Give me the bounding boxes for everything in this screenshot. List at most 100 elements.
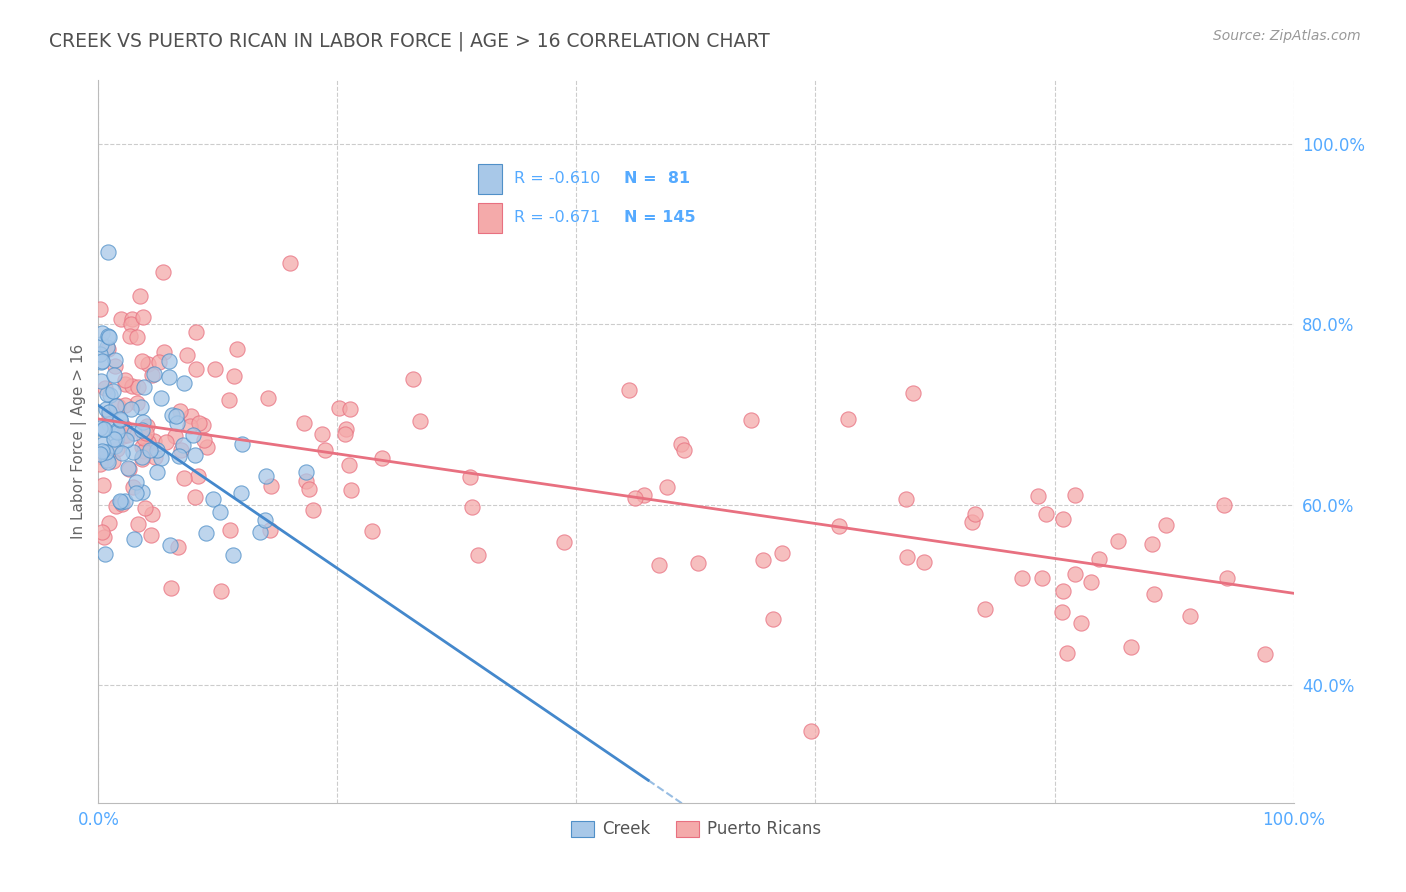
Point (141, 368, 163, 383)
Point (98, 388, 121, 402)
Point (98, 408, 121, 422)
Point (159, 538, 181, 552)
Text: CREEK VS PUERTO RICAN IN LABOR FORCE | AGE > 16 CORRELATION CHART: CREEK VS PUERTO RICAN IN LABOR FORCE | A… (49, 31, 770, 51)
Point (202, 492, 225, 507)
Point (89, 346, 111, 360)
Point (1064, 488, 1087, 502)
Point (221, 548, 243, 562)
Point (1216, 571, 1239, 585)
Point (115, 433, 138, 447)
Point (688, 556, 710, 570)
Point (672, 443, 695, 458)
Point (183, 428, 205, 442)
Point (409, 414, 432, 428)
Point (104, 353, 127, 368)
Point (328, 401, 350, 416)
Point (193, 433, 215, 447)
Point (209, 505, 232, 519)
Point (149, 391, 172, 405)
Point (141, 508, 163, 522)
Point (1154, 517, 1177, 532)
Point (165, 429, 187, 443)
Point (148, 354, 170, 368)
Point (131, 401, 153, 415)
Point (127, 380, 149, 394)
Point (1011, 570, 1033, 584)
Point (1107, 534, 1129, 549)
Point (169, 403, 191, 417)
Point (894, 491, 917, 506)
Point (173, 376, 195, 390)
Point (553, 535, 575, 549)
Point (104, 500, 127, 514)
Point (179, 418, 201, 433)
Point (97, 405, 120, 419)
Point (90, 355, 112, 369)
Point (93, 422, 115, 436)
Point (117, 461, 139, 475)
Point (108, 413, 131, 427)
Point (157, 354, 180, 368)
Point (335, 422, 357, 436)
Point (249, 524, 271, 539)
Point (160, 409, 183, 423)
Point (117, 461, 139, 475)
Point (111, 445, 134, 459)
Point (1121, 640, 1143, 654)
Point (467, 548, 489, 562)
Point (94, 381, 117, 395)
Point (104, 432, 127, 446)
Point (128, 289, 150, 303)
Point (120, 317, 142, 331)
Point (1213, 498, 1236, 512)
Point (1254, 647, 1277, 661)
Point (152, 265, 174, 279)
Point (90, 337, 112, 351)
Point (121, 480, 143, 494)
Point (97, 455, 120, 469)
Point (166, 541, 188, 555)
Point (96, 340, 118, 354)
Point (110, 497, 132, 511)
Point (90, 374, 112, 388)
Point (105, 442, 128, 456)
Point (94, 445, 117, 459)
Point (89, 447, 111, 461)
Point (170, 442, 193, 457)
Point (131, 423, 153, 437)
Point (131, 440, 153, 454)
Point (132, 415, 155, 429)
Point (669, 437, 692, 451)
Point (98, 330, 121, 344)
Point (139, 442, 162, 457)
Point (101, 453, 124, 467)
Point (295, 474, 318, 488)
Point (458, 470, 481, 484)
Point (1026, 489, 1049, 503)
Point (97, 516, 120, 530)
Point (91, 525, 114, 540)
Point (105, 399, 128, 413)
Point (180, 409, 202, 424)
Point (114, 373, 136, 387)
Point (184, 491, 207, 505)
Point (112, 420, 135, 434)
Point (167, 450, 190, 464)
Point (110, 311, 132, 326)
Point (311, 427, 333, 442)
Point (1070, 616, 1092, 631)
Point (963, 507, 986, 521)
Point (125, 396, 148, 410)
Point (91, 444, 114, 458)
Point (186, 325, 208, 339)
Point (134, 500, 156, 515)
Point (901, 386, 924, 401)
Point (111, 429, 134, 443)
Point (173, 471, 195, 485)
Point (96, 387, 118, 401)
Point (1142, 537, 1164, 551)
Point (1087, 551, 1109, 566)
Point (204, 361, 226, 376)
Point (461, 500, 484, 514)
Point (146, 465, 169, 479)
